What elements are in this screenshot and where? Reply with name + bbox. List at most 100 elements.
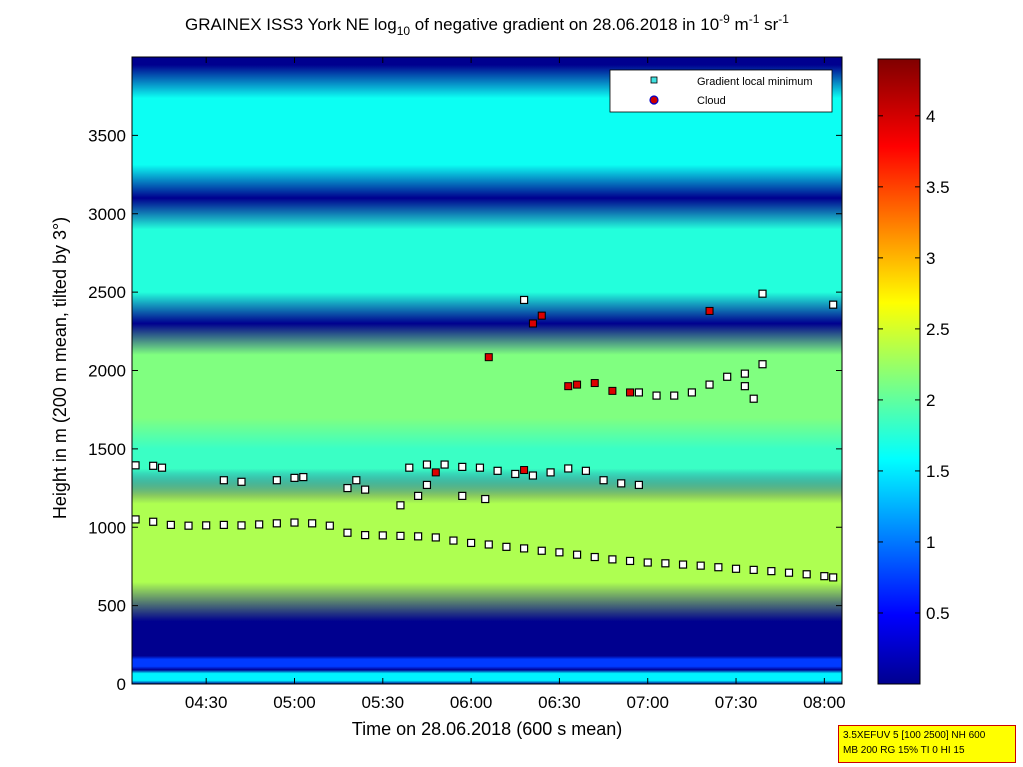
cloud-marker	[528, 319, 537, 328]
gradient-minimum-marker	[361, 530, 370, 540]
gradient-minimum-marker	[749, 565, 758, 574]
cloud-marker	[431, 468, 440, 477]
gradient-minimum-marker	[758, 289, 767, 298]
y-tick-label: 1500	[88, 440, 126, 459]
colorbar-tick-label: 1	[926, 533, 935, 552]
gradient-minimum-marker	[352, 476, 361, 485]
cloud-marker	[573, 380, 582, 389]
gradient-minimum-marker	[202, 521, 211, 530]
gradient-minimum-marker	[802, 570, 811, 579]
colorbar: 0.5 1 1.5 2 2.5 3 3.5 4	[877, 58, 950, 685]
colorbar-tick-label: 2	[926, 391, 935, 410]
y-tick-label: 3500	[88, 126, 126, 145]
x-tick-label: 06:30	[538, 693, 581, 712]
gradient-minimum-marker	[422, 460, 432, 469]
colorbar-ticks: 0.5 1 1.5 2 2.5 3 3.5 4	[878, 107, 950, 623]
y-tick-label: 2000	[88, 362, 126, 381]
gradient-minimum-marker	[829, 300, 838, 309]
gradient-minimum-marker	[519, 544, 529, 553]
x-tick-label: 07:30	[715, 693, 758, 712]
gradient-minimum-marker	[608, 555, 617, 564]
y-tick-label: 2500	[88, 283, 126, 302]
gradient-minimum-marker	[290, 518, 299, 527]
gradient-minimum-marker	[290, 473, 299, 482]
cloud-marker	[520, 466, 529, 475]
gradient-minimum-marker	[678, 560, 688, 569]
y-axis: 0 500 1000 1500 2000 2500 3000 3500	[88, 126, 842, 694]
gradient-minimum-marker	[467, 538, 476, 548]
gradient-minimum-marker	[634, 388, 643, 397]
gradient-minimum-marker	[767, 567, 776, 576]
marker-layer	[132, 289, 838, 582]
heatmap-field	[132, 64, 842, 684]
gradient-minimum-marker	[590, 552, 599, 562]
cloud-marker	[564, 382, 573, 391]
x-axis: 04:30 05:00 05:30 06:00 06:30 07:00 07:30 08:00	[185, 57, 846, 712]
stamp-line-2: MB 200 RG 15% TI 0 HI 15	[843, 745, 965, 756]
gradient-minimum-marker	[758, 360, 767, 369]
y-tick-label: 1000	[88, 518, 126, 537]
gradient-minimum-marker	[272, 519, 281, 528]
gradient-minimum-marker	[149, 461, 158, 470]
gradient-minimum-marker	[475, 463, 485, 472]
gradient-minimum-marker	[493, 466, 502, 475]
gradient-minimum-marker	[361, 485, 370, 494]
gradient-minimum-marker	[157, 463, 167, 472]
gradient-minimum-marker	[705, 380, 714, 389]
heatmap-band-5	[132, 198, 842, 324]
colorbar-gradient	[877, 58, 921, 685]
y-tick-label: 500	[98, 597, 126, 616]
gradient-minimum-marker	[414, 491, 423, 500]
gradient-minimum-marker	[458, 462, 467, 472]
x-tick-label: 08:00	[803, 693, 846, 712]
gradient-minimum-marker	[652, 391, 661, 400]
gradient-minimum-marker	[643, 558, 652, 567]
gradient-minimum-marker	[219, 520, 228, 529]
gradient-minimum-marker	[519, 295, 529, 305]
heatmap-band-0	[132, 669, 842, 684]
cloud-marker	[705, 306, 714, 315]
gradient-minimum-marker	[237, 477, 246, 486]
gradient-minimum-marker	[829, 573, 838, 582]
gradient-minimum-marker	[422, 480, 432, 490]
x-tick-label: 05:00	[273, 693, 316, 712]
plot-area: 04:30 05:00 05:30 06:00 06:30 07:00 07:30 08:00…	[88, 56, 846, 712]
gradient-minimum-marker	[511, 469, 520, 479]
legend-marker-cloud	[649, 95, 659, 105]
gradient-minimum-marker	[740, 382, 749, 391]
gradient-minimum-marker	[661, 559, 670, 568]
gradient-minimum-marker	[625, 556, 635, 566]
cloud-marker	[484, 353, 493, 362]
gradient-minimum-marker	[564, 464, 573, 473]
gradient-minimum-marker	[414, 532, 423, 541]
gradient-minimum-marker	[458, 491, 467, 500]
legend-box	[609, 69, 833, 113]
gradient-minimum-marker	[537, 546, 546, 555]
gradient-minimum-marker	[784, 568, 794, 577]
x-tick-label: 07:00	[626, 693, 669, 712]
colorbar-tick-label: 0.5	[926, 604, 950, 623]
gradient-minimum-marker	[308, 519, 317, 528]
gradient-minimum-marker	[528, 471, 538, 480]
gradient-minimum-marker	[184, 521, 193, 530]
gradient-minimum-marker	[696, 561, 705, 570]
gradient-minimum-marker	[149, 517, 158, 526]
stamp-line-1: 3.5XEFUV 5 [100 2500] NH 600	[843, 730, 986, 741]
gradient-minimum-marker	[396, 531, 405, 540]
gradient-minimum-marker	[740, 369, 749, 378]
x-tick-label: 05:30	[362, 693, 405, 712]
x-tick-label: 06:00	[450, 693, 493, 712]
cloud-marker	[608, 386, 617, 395]
gradient-minimum-marker	[166, 520, 175, 529]
cloud-marker	[537, 311, 546, 320]
gradient-minimum-marker	[132, 461, 140, 470]
gradient-minimum-marker	[299, 472, 308, 482]
y-tick-label: 0	[117, 675, 126, 694]
x-axis-label: Time on 28.06.2018 (600 s mean)	[352, 719, 623, 739]
colorbar-tick-label: 2.5	[926, 320, 950, 339]
legend-label-cloud: Cloud	[697, 95, 726, 107]
gradient-minimum-marker	[272, 476, 281, 485]
gradient-minimum-marker	[343, 483, 352, 493]
legend-marker-gradient	[650, 76, 658, 84]
